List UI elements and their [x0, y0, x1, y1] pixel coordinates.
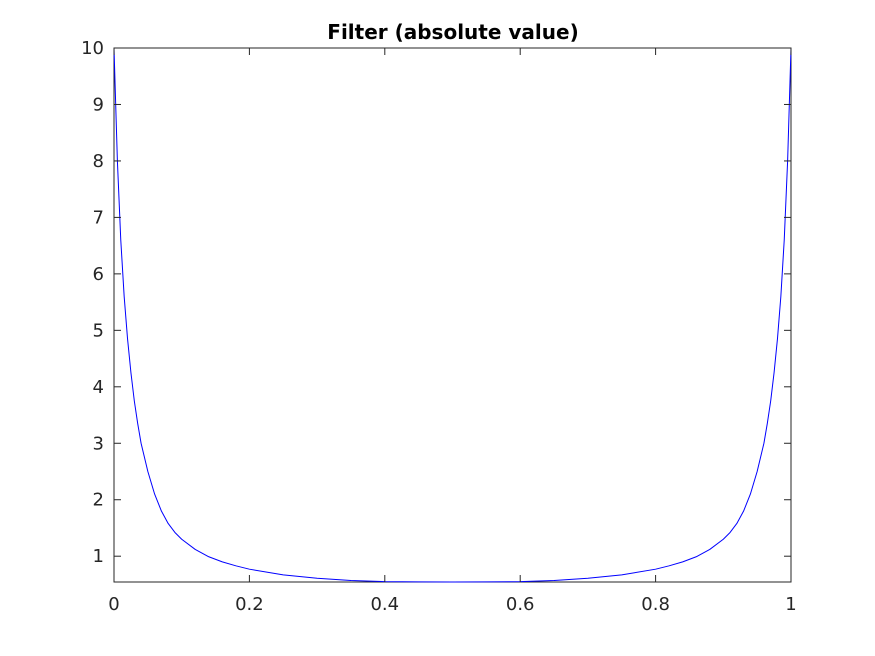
chart-title: Filter (absolute value) [327, 20, 578, 44]
x-tick-label: 1 [785, 594, 796, 615]
y-tick-label: 1 [93, 546, 104, 567]
x-tick-label: 0 [108, 594, 119, 615]
axes-box [113, 47, 792, 583]
series-line [113, 47, 792, 583]
y-tick-label: 10 [81, 38, 104, 59]
y-tick-label: 3 [93, 433, 104, 454]
x-axis: 0 0.2 0.4 0.6 0.8 1 [108, 48, 797, 615]
y-tick-label: 6 [93, 264, 104, 285]
y-tick-label: 2 [93, 490, 104, 511]
y-tick-label: 9 [93, 94, 104, 115]
y-tick-label: 8 [93, 151, 104, 172]
y-tick-label: 7 [93, 207, 104, 228]
y-tick-label: 4 [93, 377, 104, 398]
x-tick-label: 0.2 [235, 594, 264, 615]
y-axis: 1 2 3 4 5 6 7 8 9 10 [81, 38, 791, 567]
y-tick-label: 5 [93, 320, 104, 341]
data-layer [113, 47, 792, 583]
x-tick-label: 0.6 [506, 594, 535, 615]
x-tick-label: 0.8 [641, 594, 670, 615]
plot-area: 0 0.2 0.4 0.6 0.8 1 1 2 3 4 5 6 7 8 9 10 [81, 38, 797, 615]
x-tick-label: 0.4 [370, 594, 399, 615]
